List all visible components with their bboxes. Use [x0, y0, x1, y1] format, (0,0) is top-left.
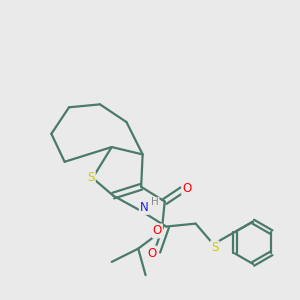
Text: O: O — [182, 182, 191, 195]
Text: N: N — [140, 201, 148, 214]
Text: S: S — [87, 172, 95, 184]
Text: S: S — [211, 241, 218, 254]
Text: H: H — [151, 197, 159, 207]
Text: O: O — [147, 247, 157, 260]
Text: O: O — [153, 224, 162, 238]
